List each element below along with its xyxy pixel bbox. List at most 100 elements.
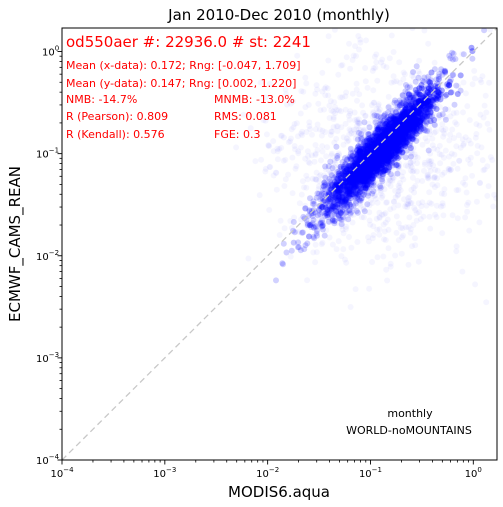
data-point xyxy=(380,221,387,228)
data-point xyxy=(483,109,490,116)
data-point xyxy=(393,120,400,127)
data-point xyxy=(391,155,398,162)
data-point xyxy=(348,148,355,155)
data-point xyxy=(398,122,405,129)
data-point xyxy=(385,121,392,128)
data-point xyxy=(330,203,337,210)
data-point xyxy=(353,175,360,182)
data-point xyxy=(385,129,392,135)
data-point xyxy=(384,131,391,138)
data-point xyxy=(299,229,306,236)
data-point xyxy=(335,190,342,197)
data-point xyxy=(349,90,356,97)
data-point xyxy=(377,145,383,152)
data-point xyxy=(365,165,372,172)
data-point xyxy=(377,183,383,190)
data-point xyxy=(346,175,353,182)
data-point xyxy=(351,171,358,178)
data-point xyxy=(385,104,392,111)
data-point xyxy=(336,170,343,177)
data-point xyxy=(415,114,422,121)
data-point xyxy=(347,195,354,202)
data-point xyxy=(378,155,385,162)
data-point xyxy=(360,163,367,170)
data-point xyxy=(404,125,411,132)
data-point xyxy=(323,210,330,217)
data-point xyxy=(396,97,403,104)
data-point xyxy=(308,221,315,228)
data-point xyxy=(364,184,371,191)
data-point xyxy=(346,180,353,187)
data-point xyxy=(434,87,441,94)
data-point xyxy=(446,167,453,174)
data-point xyxy=(370,169,376,176)
data-point xyxy=(479,157,486,164)
data-point xyxy=(376,149,383,156)
data-point xyxy=(402,126,409,133)
data-point xyxy=(385,93,392,100)
data-point xyxy=(340,191,347,198)
data-point xyxy=(381,134,388,141)
data-point xyxy=(413,108,420,115)
data-point xyxy=(381,156,388,163)
data-point xyxy=(418,126,425,133)
data-point xyxy=(357,156,364,163)
data-point xyxy=(347,195,354,202)
data-point xyxy=(378,176,385,183)
data-point xyxy=(392,122,398,129)
data-point xyxy=(347,179,354,186)
data-point xyxy=(366,128,373,135)
data-point xyxy=(425,40,432,47)
data-point xyxy=(263,131,270,138)
data-point xyxy=(419,141,426,148)
data-point xyxy=(375,155,382,161)
data-point xyxy=(410,184,417,191)
data-point xyxy=(387,263,394,270)
data-point xyxy=(333,123,340,130)
data-point xyxy=(341,170,348,177)
data-point xyxy=(436,112,443,119)
data-point xyxy=(390,139,397,146)
data-point xyxy=(342,197,349,204)
data-point xyxy=(368,144,375,151)
data-point xyxy=(389,117,396,124)
data-point xyxy=(449,72,456,79)
data-point xyxy=(385,109,392,116)
data-point xyxy=(267,163,274,170)
data-point xyxy=(428,84,435,91)
data-point xyxy=(387,145,394,152)
data-point xyxy=(347,179,354,186)
data-point xyxy=(367,147,374,154)
data-point xyxy=(341,184,347,191)
data-point xyxy=(377,145,384,152)
data-point xyxy=(411,120,418,126)
data-point xyxy=(370,136,377,143)
data-point xyxy=(356,157,363,164)
data-point xyxy=(399,92,406,99)
data-point xyxy=(391,199,397,205)
data-point xyxy=(434,80,441,87)
data-point xyxy=(372,153,379,160)
data-point xyxy=(338,171,345,178)
data-point xyxy=(352,175,359,182)
data-point xyxy=(345,189,352,196)
data-point xyxy=(356,178,363,185)
data-point xyxy=(381,150,388,157)
data-point xyxy=(388,128,395,135)
data-point xyxy=(358,166,365,173)
data-point xyxy=(294,52,301,59)
data-point xyxy=(331,157,338,164)
data-point xyxy=(403,136,410,143)
data-point xyxy=(456,157,463,164)
data-point xyxy=(365,163,372,170)
data-point xyxy=(367,148,374,155)
data-point xyxy=(383,115,390,121)
data-point xyxy=(352,174,359,181)
data-point xyxy=(466,117,473,124)
data-point xyxy=(306,233,312,240)
data-point xyxy=(321,232,328,239)
data-point xyxy=(395,163,402,169)
data-point xyxy=(354,152,361,159)
data-point xyxy=(330,198,337,205)
data-point xyxy=(302,242,309,249)
